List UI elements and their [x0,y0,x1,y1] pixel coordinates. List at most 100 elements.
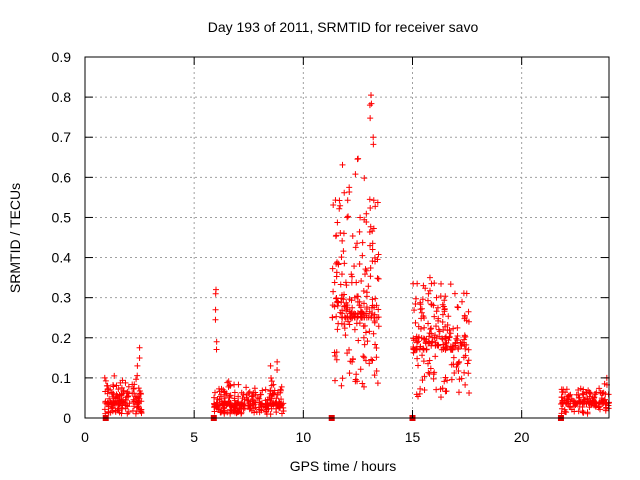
data-point [341,260,348,267]
data-point [268,382,275,389]
data-point [417,385,424,392]
data-point [358,278,365,285]
data-point [351,326,358,333]
data-point [370,197,377,204]
data-point [581,396,588,403]
data-point [235,393,242,400]
data-point [355,337,362,344]
data-point [410,335,417,342]
data-point [427,365,434,372]
data-point [351,294,358,301]
data-point [344,214,351,221]
data-point [419,352,426,359]
data-point [367,115,374,122]
data-point [212,306,219,313]
data-point [364,338,371,345]
data-point [120,387,127,394]
data-point [274,366,281,373]
data-point [465,357,472,364]
data-point [579,390,586,397]
data-point [362,357,369,364]
data-point [212,316,219,323]
data-point [334,326,341,333]
data-point [573,391,580,398]
data-point [337,202,344,209]
data-point [351,263,358,270]
data-point [367,223,374,230]
data-point [348,271,355,278]
data-point [451,290,458,297]
data-point [332,353,339,360]
data-point [102,398,109,405]
data-point [354,240,361,247]
data-point [345,213,352,220]
data-point [125,393,132,400]
data-point [366,196,373,203]
data-point [420,345,427,352]
data-point [465,318,472,325]
plot-frame [84,56,610,419]
data-point [356,302,363,309]
data-point [425,290,432,297]
data-point [346,370,353,377]
data-point [430,302,437,309]
data-point [119,405,126,412]
data-point [359,310,366,317]
data-point [112,408,119,415]
data-point [602,396,609,403]
data-point [102,388,109,395]
data-point [359,239,366,246]
data-point [447,281,454,288]
data-point [110,381,117,388]
data-point [449,346,456,353]
data-point [430,375,437,382]
data-point [372,295,379,302]
data-point [580,386,587,393]
data-point [349,304,356,311]
data-point [113,382,120,389]
data-point [340,296,347,303]
data-point [234,406,241,413]
data-point [336,205,343,212]
data-point [442,374,449,381]
data-point [136,355,143,362]
data-point [440,341,447,348]
data-point [356,228,363,235]
data-point [365,314,372,321]
y-tick-label: 0.2 [52,330,72,346]
data-point [331,349,338,356]
data-point [334,219,341,226]
data-point [212,389,219,396]
data-point [254,395,261,402]
data-point [259,387,266,394]
data-point [263,410,270,417]
data-point [592,399,599,406]
data-point [263,408,270,415]
data-point [256,395,263,402]
data-point [333,295,340,302]
y-tick-label: 0.7 [52,129,72,145]
data-point [372,341,379,348]
data-point [343,299,350,306]
chart-title: Day 193 of 2011, SRMTID for receiver sav… [208,19,479,35]
data-point [414,355,421,362]
data-point [118,410,125,417]
data-point [603,399,610,406]
data-point [329,265,336,272]
data-point [558,405,565,412]
data-point [136,344,143,351]
data-point [360,288,367,295]
data-point [441,378,448,385]
data-point [131,398,138,405]
data-point [462,345,469,352]
data-point [419,377,426,384]
axis-ticks [84,56,609,419]
data-point [373,368,380,375]
data-point [225,383,232,390]
data-point [458,340,465,347]
data-point [220,405,227,412]
data-point [369,246,376,253]
data-point [601,380,608,387]
data-point [339,237,346,244]
data-point [361,175,368,182]
